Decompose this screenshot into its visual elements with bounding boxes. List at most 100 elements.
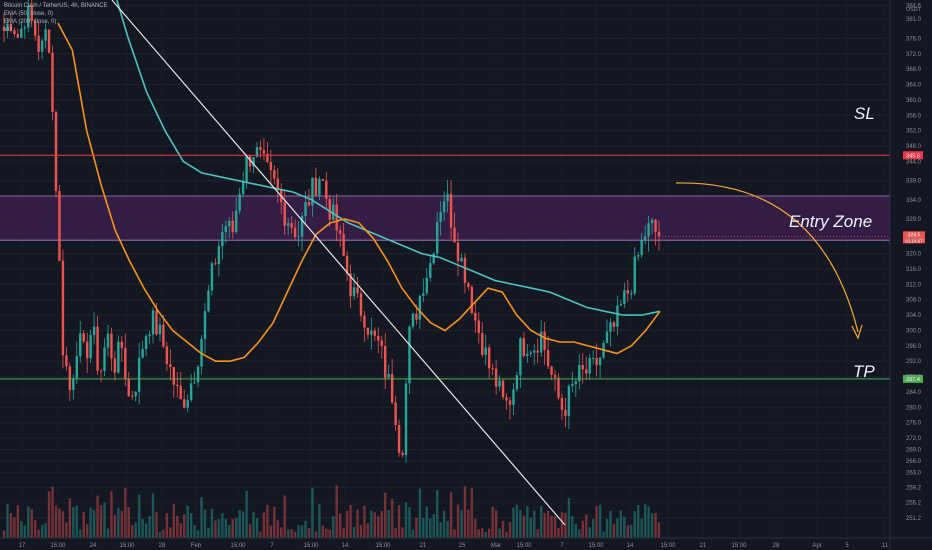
ema50-line (57, 22, 661, 362)
candle-body (585, 369, 588, 374)
volume-bar (515, 504, 519, 538)
price-axis[interactable]: 251.2 255.2 259.2 263.0 266.0 269.0 272.0 276.0… (889, 0, 922, 550)
candle-body (300, 216, 304, 237)
volume-bar (345, 510, 349, 538)
candle-body (224, 226, 227, 232)
candle-body (113, 358, 117, 373)
candle-body (335, 204, 338, 231)
volume-bar (99, 505, 103, 538)
candle-body (266, 153, 269, 163)
ema200-line (116, 0, 661, 316)
candle-body (332, 204, 335, 220)
volume-bar (9, 513, 13, 538)
volume-bar (557, 528, 560, 538)
candle-body (519, 338, 522, 376)
volume-bar (519, 510, 522, 538)
volume-bar (131, 525, 134, 538)
candle-body (127, 378, 130, 396)
legend-ema50[interactable]: EMA (50, close, 0) (4, 11, 54, 17)
time-tick-label: 21 (700, 543, 707, 549)
volume-bar (96, 495, 99, 538)
candle-body (262, 149, 266, 154)
volume-bar (311, 487, 314, 538)
volume-bar (366, 523, 370, 538)
stop-loss-price-label: 345.6 (906, 153, 920, 159)
volume-bar (193, 525, 196, 538)
candle-body (581, 365, 584, 370)
volume-bar (85, 524, 89, 538)
volume-bar (68, 498, 72, 538)
candle-body (255, 147, 259, 158)
volume-bar (165, 513, 169, 538)
volume-bar (228, 524, 231, 538)
volume-bar (494, 510, 498, 538)
volume-bar (58, 508, 61, 538)
volume-bar (325, 528, 328, 538)
volume-bar (321, 525, 325, 538)
legend-vol[interactable]: Vol (4, 27, 13, 33)
volume-bar (394, 527, 397, 538)
candle-body (214, 263, 217, 265)
candle-body (165, 346, 169, 365)
volume-bar (283, 495, 286, 538)
volume-bar (349, 504, 352, 538)
volume-bar (526, 506, 529, 538)
volume-bar (176, 516, 179, 538)
volume-bar (650, 513, 654, 538)
time-tick-label: 25 (459, 543, 466, 549)
candle-body (92, 326, 96, 336)
volume-bar (442, 510, 446, 538)
volume-bar (37, 529, 40, 538)
candle-body (415, 313, 418, 320)
volume-bar (377, 516, 380, 538)
legend-symbol[interactable]: Bitcoin Cash / TetherUS, 4h, BINANCE (4, 3, 108, 9)
candle-body (370, 330, 373, 335)
volume-bar (536, 529, 539, 538)
candle-body (456, 242, 460, 262)
volume-bar (307, 528, 311, 538)
volume-bar (522, 515, 526, 538)
volume-bar (148, 516, 151, 538)
price-tick-label: 329.0 (906, 217, 922, 223)
candle-body (131, 395, 134, 397)
price-tick-label: 384.6 (906, 3, 922, 9)
candle-body (58, 191, 61, 261)
candle-body (637, 255, 640, 257)
price-tick-label: 334.0 (906, 198, 922, 204)
volume-bar (571, 516, 574, 538)
stop-loss-price-tag (903, 151, 923, 160)
volume-bar (318, 504, 321, 538)
candle-body (6, 23, 9, 32)
volume-bar (30, 508, 33, 538)
volume-bar (654, 512, 657, 538)
volume-bar (214, 520, 217, 538)
candle-body (404, 383, 408, 456)
legend-ema200[interactable]: EMA (200, close, 0) (4, 19, 57, 25)
volume-bar (259, 531, 262, 538)
volume-bar (539, 505, 543, 538)
time-axis[interactable]: 17 15:00 24 15:00 28 Feb 15:00 7 15:00 14 15:00 21 2… (0, 537, 932, 549)
volume-bar (124, 487, 127, 538)
volume-bars (2, 485, 661, 538)
volume-bar (169, 527, 172, 538)
volume-bar (477, 529, 480, 538)
candle-body (325, 180, 328, 199)
time-tick-label: 24 (90, 543, 97, 549)
take-profit-price-tag (903, 374, 923, 383)
volume-bar (585, 514, 588, 538)
candle-body (567, 385, 571, 416)
candle-body (474, 313, 477, 321)
candle-body (633, 256, 636, 294)
candle-body (553, 374, 557, 378)
candle-body (134, 391, 137, 397)
candle-body (446, 193, 449, 202)
price-tick-label: 320.0 (906, 252, 922, 258)
candle-body (23, 27, 26, 29)
candle-body (30, 5, 33, 21)
volume-bar (241, 511, 245, 538)
candle-body (377, 335, 380, 341)
volume-bar (373, 512, 377, 538)
candle-body (630, 293, 633, 295)
price-tick-label: 372.0 (906, 52, 922, 58)
